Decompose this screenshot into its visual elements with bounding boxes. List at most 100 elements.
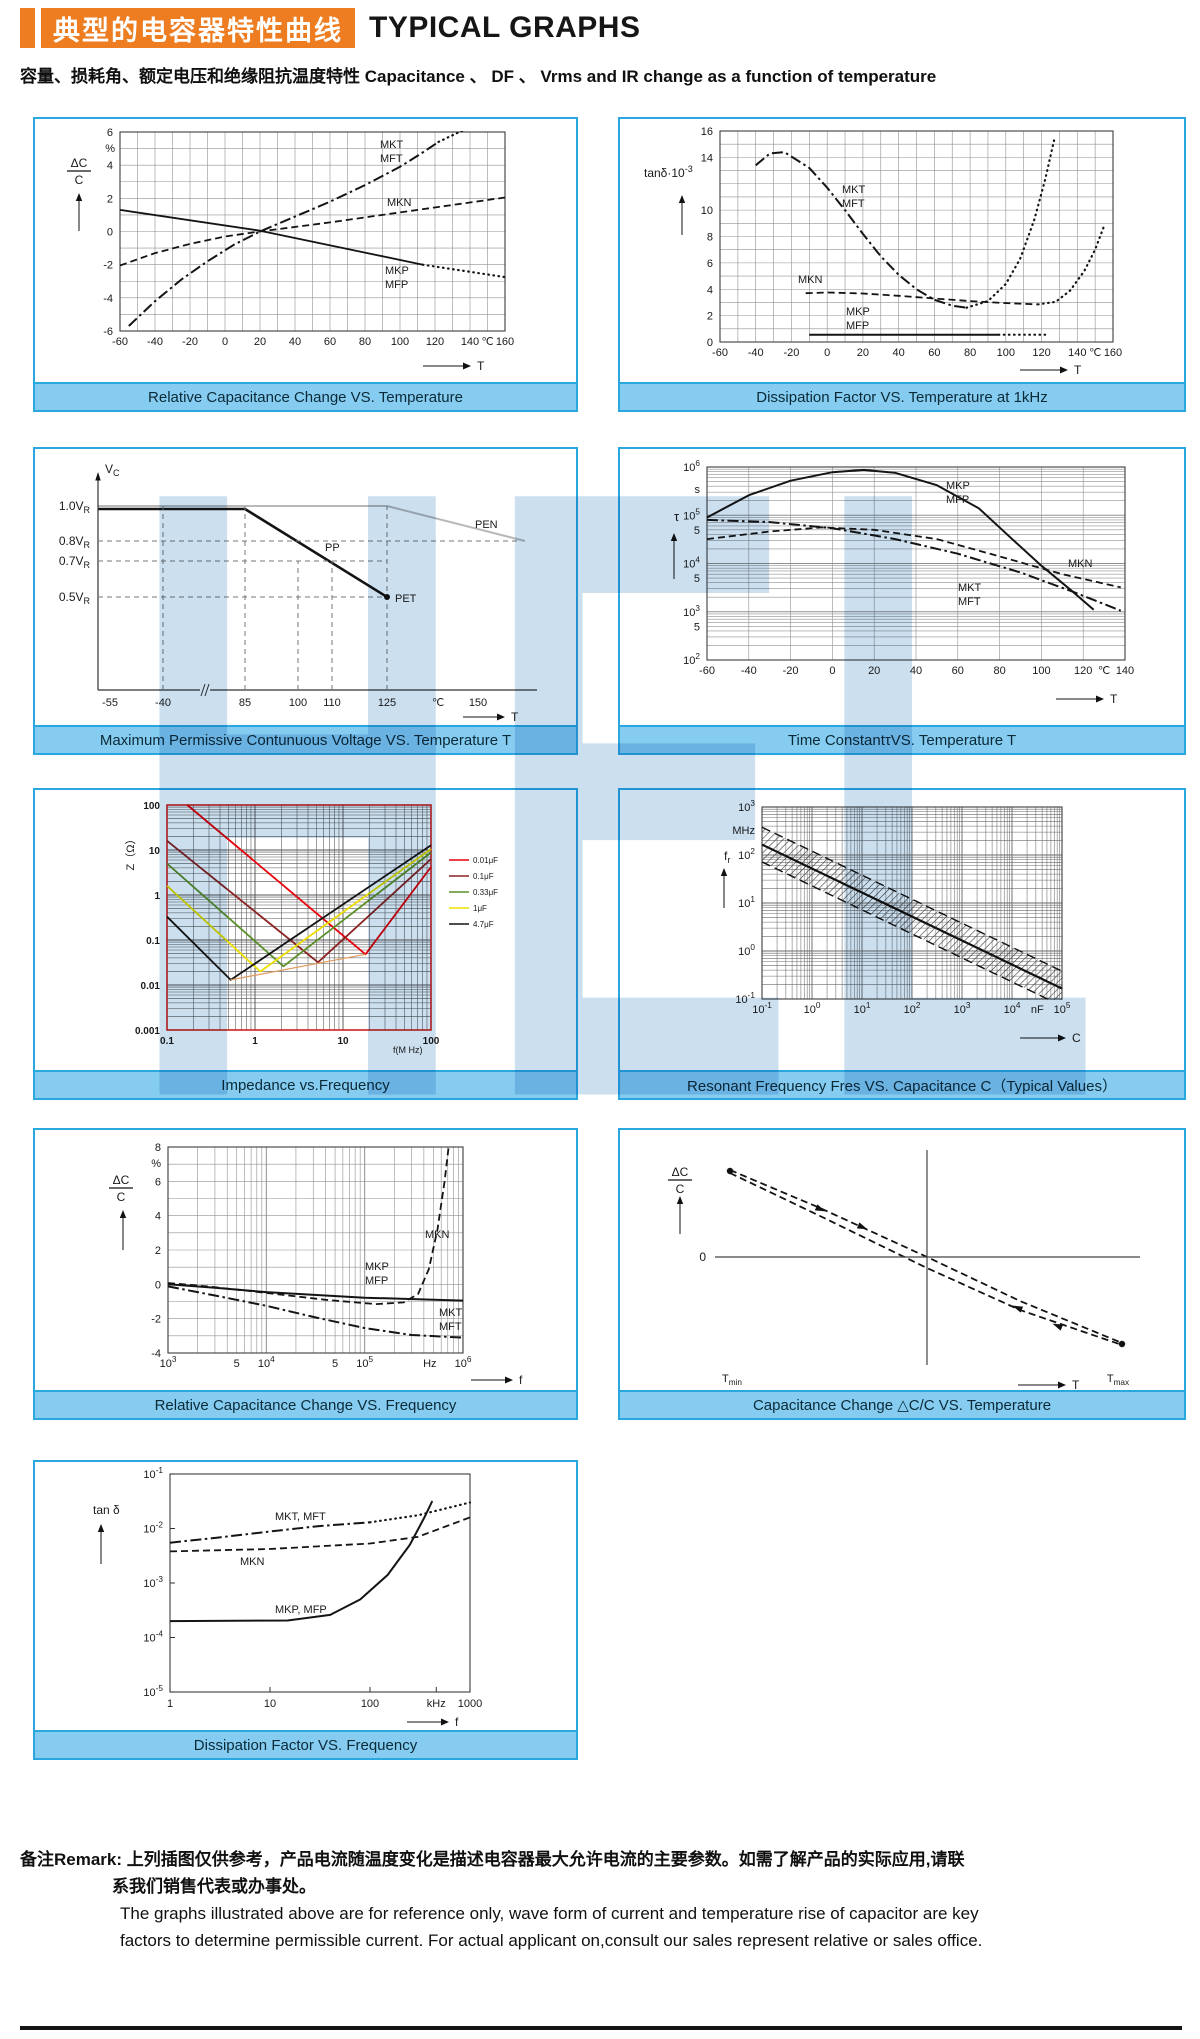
chart-resonant-frequency-vs-capacitance: 10-1 100 101 102 103 104 nF 105 103 102 101 100 10-1…	[720, 799, 1081, 1045]
svg-text:104: 104	[683, 556, 700, 571]
svg-text:%: %	[151, 1158, 161, 1170]
chart-relative-capacitance-change-vs-frequency: 103 5 104 5 105 Hz 106 8 6 4 2 0 -2 -4% ΔC C MKN MKP MFP MK…	[109, 1142, 523, 1387]
svg-text:-55: -55	[102, 697, 118, 709]
subtitle: 容量、损耗角、额定电压和绝缘阻抗温度特性 Capacitance 、 DF 、 …	[20, 67, 937, 86]
svg-text:40: 40	[910, 665, 922, 677]
svg-text:100: 100	[423, 1036, 440, 1047]
svg-text:℃: ℃	[1098, 665, 1110, 677]
svg-text:104: 104	[1004, 1001, 1021, 1016]
svg-text:MKT: MKT	[439, 1307, 463, 1319]
svg-text:MKT, MFT: MKT, MFT	[275, 1511, 326, 1523]
svg-text:140: 140	[1068, 347, 1086, 359]
svg-text:106: 106	[455, 1355, 472, 1370]
svg-text:0.01: 0.01	[141, 981, 161, 992]
svg-text:10-1: 10-1	[752, 1001, 772, 1016]
svg-text:T: T	[511, 710, 519, 724]
svg-text:MKN: MKN	[240, 1556, 265, 1568]
svg-text:1: 1	[252, 1036, 258, 1047]
svg-text:℃: ℃	[1089, 347, 1101, 359]
chart-caption: Impedance vs.Frequency	[35, 1070, 576, 1098]
svg-text:MKN: MKN	[1068, 558, 1093, 570]
remark-line-en-2: factors to determine permissible current…	[120, 1931, 983, 1950]
svg-text:103: 103	[738, 799, 755, 814]
svg-text:1: 1	[167, 1698, 173, 1710]
svg-text:104: 104	[258, 1355, 275, 1370]
svg-text:6: 6	[107, 127, 113, 139]
svg-text:s: s	[695, 484, 701, 496]
svg-text:Tmax: Tmax	[1107, 1373, 1130, 1387]
panel-dissipation-factor-vs-temperature: -60 -40 -20 0 20 40 60 80 100 120 140 ℃ 160 16 14 10 8 6 4…	[618, 117, 1186, 412]
svg-text:4: 4	[107, 160, 113, 172]
svg-text:100: 100	[1032, 665, 1050, 677]
chart-caption: Dissipation Factor VS. Frequency	[35, 1730, 576, 1758]
svg-text:MFP: MFP	[365, 1275, 388, 1287]
svg-text:-4: -4	[103, 293, 113, 305]
svg-text:PEN: PEN	[475, 519, 498, 531]
svg-text:6: 6	[707, 258, 713, 270]
svg-text:T: T	[1074, 363, 1082, 377]
panel-impedance-vs-frequency: 0.1 1 10 100 100 10 1 0.1 0.01 0.001 Z（Ω） 0.01μF 0.1…	[33, 788, 578, 1100]
svg-text:100: 100	[738, 943, 755, 958]
svg-text:kHz: kHz	[427, 1698, 446, 1710]
svg-text:MFT: MFT	[380, 153, 403, 165]
svg-text:0.5VR: 0.5VR	[59, 590, 91, 606]
svg-text:80: 80	[993, 665, 1005, 677]
chart-caption: Relative Capacitance Change VS. Frequenc…	[35, 1390, 576, 1418]
svg-text:125: 125	[378, 697, 396, 709]
page-title-english: TYPICAL GRAPHS	[369, 11, 641, 44]
svg-text:-20: -20	[783, 665, 799, 677]
svg-text:100: 100	[289, 697, 307, 709]
svg-text:40: 40	[893, 347, 905, 359]
svg-text:C: C	[1072, 1031, 1081, 1045]
svg-text:-40: -40	[748, 347, 764, 359]
svg-text:140: 140	[461, 336, 479, 348]
svg-text:℃: ℃	[432, 697, 444, 709]
svg-text:10-1: 10-1	[735, 991, 755, 1006]
chart-caption: Relative Capacitance Change VS. Temperat…	[35, 382, 576, 410]
svg-text:MFP: MFP	[385, 279, 408, 291]
svg-text:100: 100	[391, 336, 409, 348]
chart-caption: Capacitance Change △C/C VS. Temperature	[620, 1390, 1184, 1418]
svg-text:0.7VR: 0.7VR	[59, 554, 91, 570]
svg-text:2: 2	[155, 1245, 161, 1257]
panel-relative-capacitance-change-vs-temperature: -60 -40 -20 0 20 40 60 80 100 120 140 ℃ 160 6 4 2 0 -2 -4-…	[33, 117, 578, 412]
svg-text:ΔC: ΔC	[71, 156, 88, 170]
svg-text:101: 101	[854, 1001, 871, 1016]
svg-text:MKP: MKP	[385, 265, 409, 277]
header-accent-tab	[20, 8, 35, 48]
svg-text:20: 20	[857, 347, 869, 359]
svg-text:PP: PP	[325, 542, 340, 554]
svg-text:tanδ·10-3: tanδ·10-3	[644, 164, 693, 180]
svg-text:105: 105	[683, 507, 700, 522]
svg-text:MFP: MFP	[946, 494, 969, 506]
svg-text:102: 102	[683, 652, 700, 667]
page-header: 典型的电容器特性曲线 TYPICAL GRAPHS	[20, 8, 640, 48]
page-title-chinese: 典型的电容器特性曲线	[41, 8, 355, 48]
svg-text:-40: -40	[155, 697, 171, 709]
svg-text:0.33μF: 0.33μF	[473, 888, 498, 897]
svg-text:MFP: MFP	[846, 320, 869, 332]
svg-text:MKP: MKP	[846, 306, 870, 318]
remark-line-cn-2: 系我们销售代表或办事处。	[112, 1877, 316, 1896]
svg-text:10: 10	[701, 205, 713, 217]
svg-text:0.1: 0.1	[146, 936, 160, 947]
svg-text:-20: -20	[784, 347, 800, 359]
svg-text:T: T	[1072, 1378, 1080, 1390]
svg-text:4.7μF: 4.7μF	[473, 920, 494, 929]
svg-text:Z（Ω）: Z（Ω）	[124, 834, 137, 871]
svg-text:10: 10	[149, 846, 161, 857]
chart-capacitance-change-vs-temperature: ΔC C 0 Tmin Tmax T	[668, 1150, 1140, 1390]
svg-text:2: 2	[107, 193, 113, 205]
svg-text:10: 10	[337, 1036, 349, 1047]
svg-text:-6: -6	[103, 326, 113, 338]
svg-text:-40: -40	[147, 336, 163, 348]
svg-text:1.0VR: 1.0VR	[59, 499, 91, 515]
svg-text:160: 160	[1104, 347, 1122, 359]
svg-text:MKT: MKT	[380, 139, 404, 151]
svg-text:f(M Hz): f(M Hz)	[393, 1045, 423, 1055]
svg-text:0: 0	[824, 347, 830, 359]
svg-text:nF: nF	[1031, 1004, 1044, 1016]
svg-text:0: 0	[222, 336, 228, 348]
chart-caption: Maximum Permissive Contunuous Voltage VS…	[35, 725, 576, 753]
svg-text:105: 105	[1054, 1001, 1071, 1016]
